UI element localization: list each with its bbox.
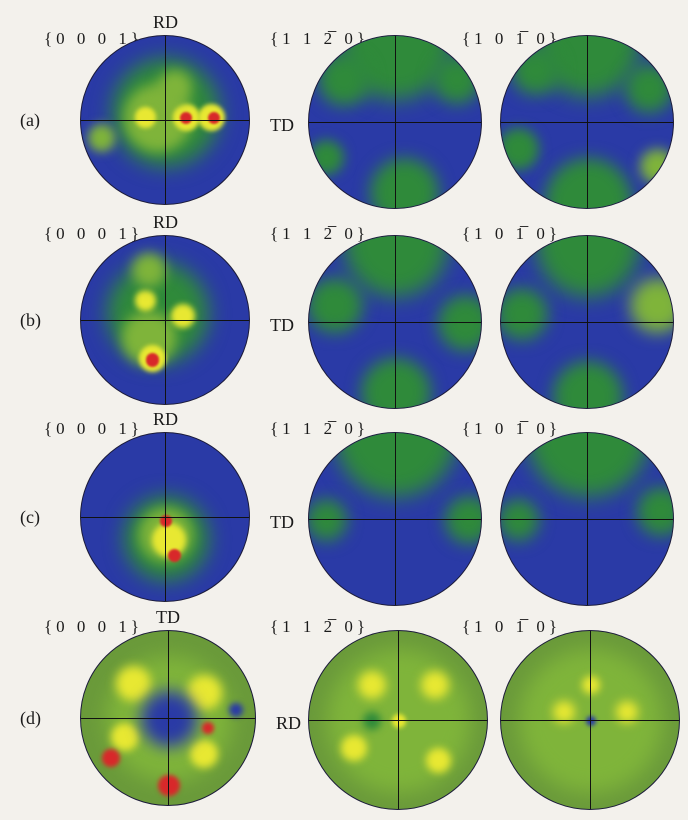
intensity-region [201, 721, 214, 734]
pole-figure-d-1 [80, 630, 256, 806]
pole-label-b-2: {1 1 2̅ 0} [270, 224, 370, 243]
intensity-region [167, 548, 182, 563]
pole-figure-a-1 [80, 35, 250, 205]
intensity-region [102, 748, 120, 767]
row-label-a: (a) [20, 110, 40, 130]
intensity-region [135, 290, 156, 311]
pole-label-b-3: {1 0 1̅ 0} [462, 224, 562, 243]
side-axis-label-c: TD [270, 512, 294, 532]
intensity-region [629, 277, 673, 334]
intensity-region [87, 124, 115, 152]
pole-figure-b-2 [308, 235, 482, 409]
intensity-region [420, 670, 450, 700]
top-axis-label-c: RD [153, 409, 179, 429]
intensity-region [501, 128, 540, 170]
vertical-axis-line [587, 36, 588, 208]
pole-label-c-1: {0 0 0 1} [44, 419, 144, 438]
intensity-region [228, 703, 243, 718]
intensity-region [309, 277, 363, 334]
intensity-region [180, 111, 193, 124]
pole-label-a-3: {1 0 1̅ 0} [462, 29, 562, 48]
top-axis-label-d: TD [156, 607, 180, 627]
vertical-axis-line [395, 236, 396, 408]
vertical-axis-line [398, 631, 399, 809]
pole-figure-a-2 [308, 35, 482, 209]
pole-figure-d-2 [308, 630, 488, 810]
intensity-region [309, 140, 344, 176]
pole-figure-c-2 [308, 432, 482, 606]
intensity-region [636, 486, 673, 536]
top-axis-label-a: RD [153, 12, 179, 32]
intensity-region [341, 735, 367, 761]
pole-label-c-2: {1 1 2̅ 0} [270, 419, 370, 438]
vertical-axis-line [168, 631, 169, 805]
row-label-d: (d) [20, 708, 41, 728]
pole-figure-a-3 [500, 35, 674, 209]
top-axis-label-b: RD [153, 212, 179, 232]
side-axis-label-a: TD [270, 115, 294, 135]
intensity-region [544, 157, 632, 208]
vertical-axis-line [165, 36, 166, 204]
intensity-region [501, 288, 548, 341]
side-axis-label-d: RD [276, 713, 302, 733]
vertical-axis-line [587, 236, 588, 408]
intensity-region [426, 748, 452, 774]
intensity-region [190, 740, 219, 769]
vertical-axis-line [165, 433, 166, 601]
intensity-region [207, 111, 220, 124]
intensity-region [616, 701, 638, 723]
intensity-region [432, 55, 481, 104]
intensity-region [357, 670, 387, 700]
intensity-region [363, 712, 381, 730]
intensity-region [116, 666, 152, 702]
intensity-region [369, 157, 440, 208]
pole-figure-c-1 [80, 432, 250, 602]
intensity-region [317, 53, 370, 106]
pole-label-d-2: {1 1 2̅ 0} [270, 617, 370, 636]
intensity-region [553, 701, 575, 723]
vertical-axis-line [590, 631, 591, 809]
vertical-axis-line [165, 236, 166, 404]
pole-figure-d-3 [500, 630, 680, 810]
intensity-region [157, 70, 192, 104]
pole-figure-c-3 [500, 432, 674, 606]
intensity-region [171, 304, 195, 328]
pole-label-d-1: {0 0 0 1} [44, 617, 144, 636]
intensity-region [145, 353, 160, 367]
intensity-region [582, 676, 600, 694]
vertical-axis-line [587, 433, 588, 605]
row-label-c: (c) [20, 507, 40, 527]
pole-figure-b-3 [500, 235, 674, 409]
pole-figure-b-1 [80, 235, 250, 405]
side-axis-label-b: TD [270, 315, 294, 335]
intensity-region [624, 63, 673, 113]
vertical-axis-line [395, 36, 396, 208]
pole-label-b-1: {0 0 0 1} [44, 224, 144, 243]
pole-label-d-3: {1 0 1̅ 0} [462, 617, 562, 636]
vertical-axis-line [395, 433, 396, 605]
intensity-region [640, 149, 673, 184]
intensity-region [132, 253, 166, 287]
pole-label-a-1: {0 0 0 1} [44, 29, 144, 48]
intensity-region [135, 107, 156, 128]
row-label-b: (b) [20, 310, 41, 330]
intensity-region [110, 722, 140, 751]
intensity-region [511, 46, 561, 96]
pole-label-c-3: {1 0 1̅ 0} [462, 419, 562, 438]
